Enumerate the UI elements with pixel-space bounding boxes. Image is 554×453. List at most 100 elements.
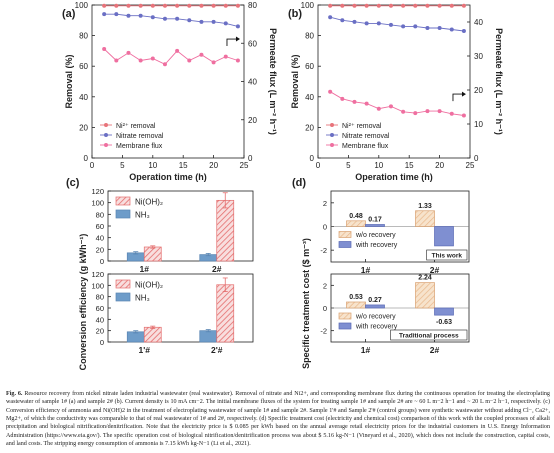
legend-label-membrane-flux-a: Membrane flux <box>116 143 163 150</box>
x-tick-label-c-top: 2# <box>212 264 222 274</box>
y-tick-label-d-top: 0 <box>323 223 327 232</box>
x-tick-label-a: 20 <box>209 161 218 170</box>
legend-label-with-recovery-d-top: with recovery <box>355 242 398 249</box>
data-point-nitrate-removal-b <box>413 24 418 29</box>
x-tick-label-c-top: 1# <box>140 264 150 274</box>
series-line-membrane-flux-b <box>329 91 464 116</box>
data-point-membrane-flux-b <box>328 89 333 94</box>
y2-tick-label-b: 30 <box>474 52 483 61</box>
y-tick-label-c-bottom: 60 <box>96 304 104 313</box>
x-tick-label-c-bottom: 1'# <box>139 345 151 355</box>
y-tick-label-c-bottom: 20 <box>96 327 104 336</box>
y2-tick-label-b: 10 <box>474 120 483 129</box>
data-point-ni-removal-b <box>425 3 430 8</box>
data-label-with-recovery-d-top: 0.17 <box>368 216 382 223</box>
data-point-ni-removal-b <box>461 3 466 8</box>
legend-swatch-no-recovery-d-top <box>338 231 352 238</box>
bar-nioh2-c-top <box>216 199 235 262</box>
figure-svg: (a) (b)(c) (d)0 5 10 15 20 25020406080100020406… <box>62 1 504 371</box>
data-point-membrane-flux-b <box>364 101 369 106</box>
bar-no-recovery-d-bottom <box>415 282 435 309</box>
data-point-ni-removal-a <box>211 3 216 8</box>
data-point-nitrate-removal-a <box>187 18 192 23</box>
data-point-ni-removal-b <box>388 3 393 8</box>
data-point-ni-removal-a <box>199 3 204 8</box>
legend-marker-ni-removal-a <box>104 123 108 127</box>
x-axis-label-b: Operation time (h) <box>355 172 433 182</box>
x-tick-label-b: 10 <box>374 161 383 170</box>
y-axis-label-c-top: Conversion efficiency (g kWh⁻¹) <box>78 234 88 371</box>
data-point-ni-removal-b <box>401 3 406 8</box>
x-tick-label-d-top: 1# <box>361 265 371 275</box>
data-point-membrane-flux-a <box>235 58 240 63</box>
x-tick-label-b: 15 <box>405 161 414 170</box>
y-tick-label-a: 20 <box>79 123 88 132</box>
bar-no-recovery-d-top <box>415 210 435 227</box>
data-point-nitrate-removal-b <box>352 19 357 24</box>
x-tick-label-b: 20 <box>435 161 444 170</box>
y-tick-label-c-top: 80 <box>96 210 104 219</box>
y2-tick-label-b: 20 <box>474 86 483 95</box>
data-point-membrane-flux-b <box>376 106 381 111</box>
legend-label-nh3-c-bottom: NH₃ <box>135 294 150 303</box>
legend-label-nh3-c-top: NH₃ <box>135 211 150 220</box>
y-tick-label-c-top: 120 <box>91 187 104 196</box>
y-tick-label-c-bottom: 80 <box>96 293 104 302</box>
x-tick-label-d-top: 2# <box>430 265 440 275</box>
y-tick-label-c-top: 100 <box>91 199 104 208</box>
y-tick-label-b: 60 <box>305 62 314 71</box>
data-point-membrane-flux-a <box>138 58 143 63</box>
x-tick-label-a: 0 <box>90 161 95 170</box>
data-point-ni-removal-b <box>328 3 333 8</box>
data-point-membrane-flux-a <box>175 48 180 53</box>
data-label-with-recovery-d-bottom: 0.27 <box>368 297 382 304</box>
data-point-nitrate-removal-a <box>235 24 240 29</box>
y-axis-label-b: Removal (%) <box>290 54 300 108</box>
data-point-ni-removal-b <box>352 3 357 8</box>
series-line-nitrate-removal-b <box>330 16 464 32</box>
x-tick-label-b: 25 <box>466 161 475 170</box>
data-point-membrane-flux-a <box>150 56 155 61</box>
x-tick-label-a: 15 <box>179 161 188 170</box>
flux-axis-arrow-b <box>452 93 463 102</box>
y-tick-label-d-top: -2 <box>320 246 327 255</box>
data-point-nitrate-removal-b <box>388 22 393 27</box>
data-point-membrane-flux-b <box>340 96 345 101</box>
data-point-ni-removal-a <box>126 3 131 8</box>
flux-axis-arrowhead-a <box>235 36 240 42</box>
y-tick-label-c-bottom: 0 <box>100 338 104 347</box>
data-point-membrane-flux-a <box>102 46 107 51</box>
data-point-nitrate-removal-a <box>175 16 180 21</box>
bar-nioh2-c-bottom <box>143 326 162 343</box>
y-tick-label-a: 40 <box>79 93 88 102</box>
y-tick-label-d-top: 2 <box>323 199 327 208</box>
legend-label-membrane-flux-b: Membrane flux <box>342 143 389 150</box>
data-point-ni-removal-a <box>102 3 107 8</box>
legend-swatch-nh3-c-top <box>115 209 131 219</box>
data-point-nitrate-removal-a <box>114 12 119 17</box>
bar-nioh2-c-bottom <box>216 284 235 343</box>
annotation-text-d-top: This work <box>432 253 463 260</box>
data-point-ni-removal-a <box>138 3 143 8</box>
legend-swatch-nioh2-c-bottom <box>115 279 131 289</box>
data-point-nitrate-removal-a <box>211 19 216 24</box>
bar-no-recovery-d-bottom <box>346 301 366 309</box>
legend-marker-membrane-flux-b <box>330 143 334 147</box>
y-axis-label-a: Removal (%) <box>64 54 74 108</box>
flux-axis-arrowhead-b <box>461 91 466 97</box>
y-tick-label-a: 80 <box>79 32 88 41</box>
annotation-box-d-top <box>426 249 468 261</box>
data-label-no-recovery-d-bottom: 2.24 <box>418 275 432 282</box>
y-tick-label-b: 100 <box>301 1 315 10</box>
x-tick-label-a: 5 <box>120 161 125 170</box>
y2-axis-label-b: Permeate flux (L m⁻² h⁻¹) <box>494 28 504 135</box>
panel-label-a: (a) <box>62 8 76 20</box>
data-point-membrane-flux-a <box>114 58 119 63</box>
bar-nh3-c-bottom <box>199 330 218 343</box>
y2-tick-label-b: 40 <box>474 18 483 27</box>
data-point-nitrate-removal-b <box>425 25 430 30</box>
annotation-text-d-bottom: Traditional process <box>399 333 459 340</box>
legend-marker-ni-removal-b <box>330 123 334 127</box>
legend-swatch-no-recovery-d-bottom <box>338 312 352 320</box>
